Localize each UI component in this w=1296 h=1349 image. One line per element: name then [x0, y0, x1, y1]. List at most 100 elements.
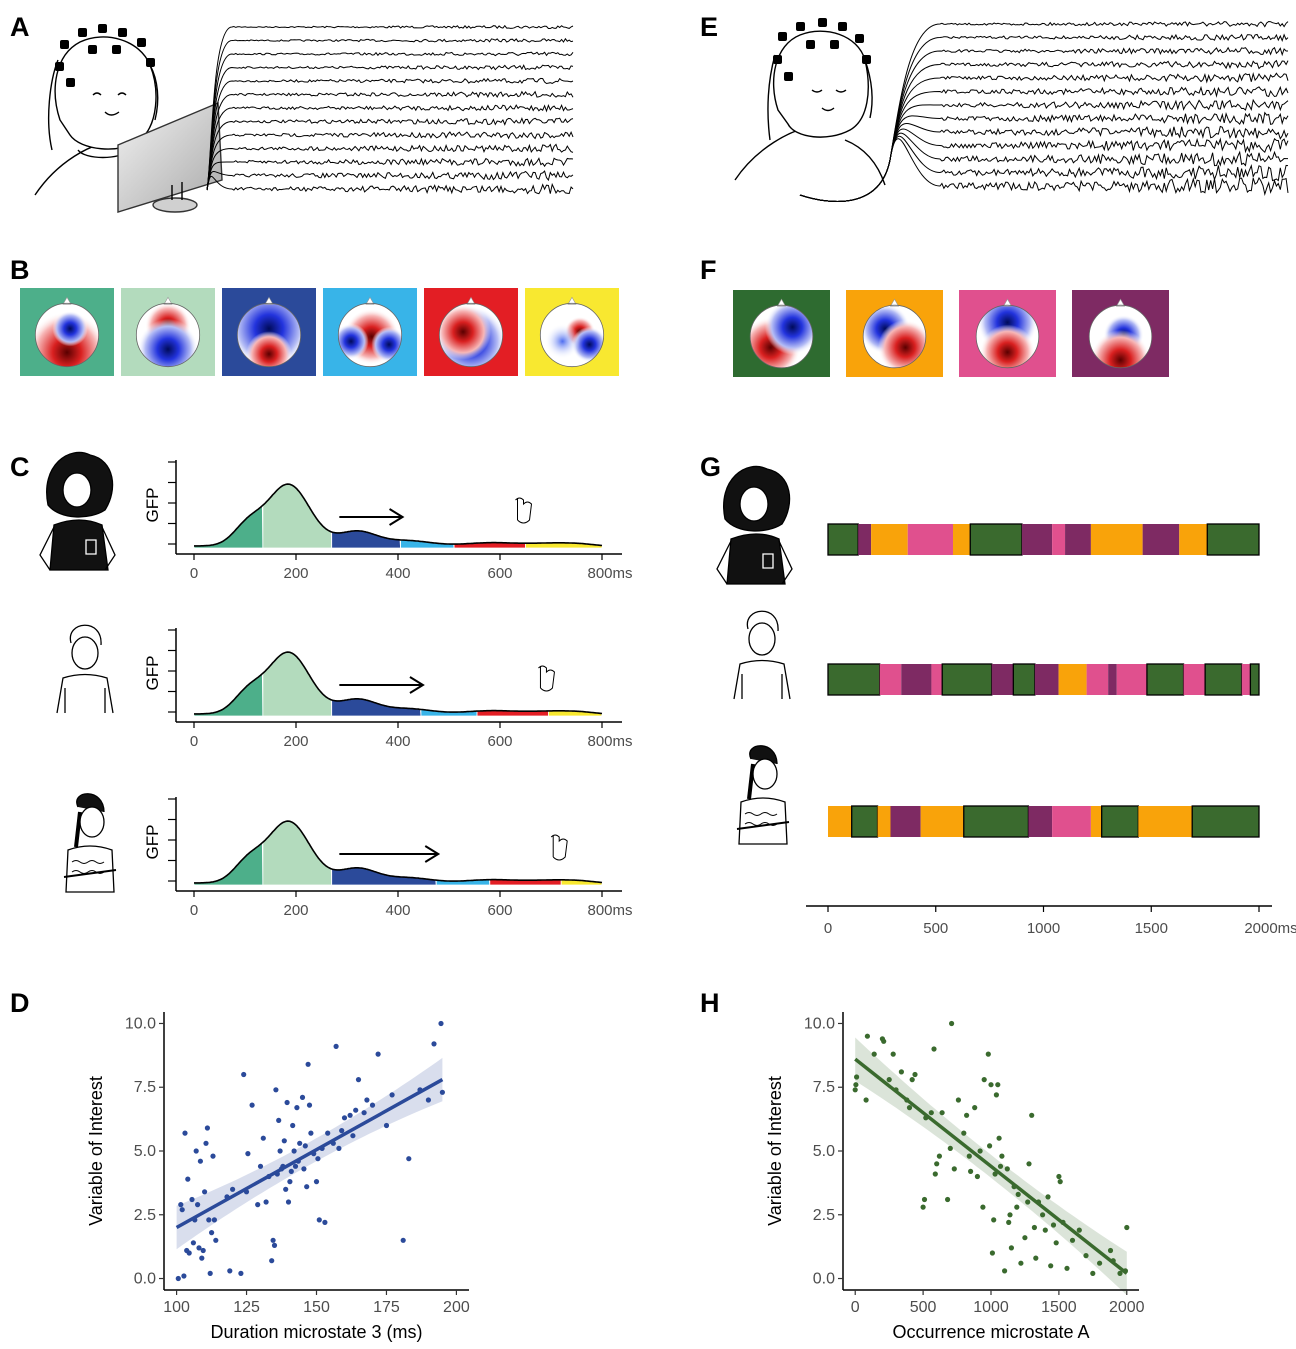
segment-state-a [1204, 663, 1243, 696]
data-point [1002, 1268, 1008, 1274]
eeg-channel-trace [206, 24, 574, 191]
y-tick-label: 0.0 [813, 1271, 835, 1288]
microstate-map-5 [424, 288, 518, 376]
data-point [210, 1153, 216, 1159]
eeg-channel-trace [206, 170, 574, 191]
microstate-map-6 [525, 288, 619, 376]
data-point [966, 1153, 972, 1159]
microstate-map-3 [222, 288, 316, 376]
panel-label-c: C [10, 452, 30, 482]
data-point [964, 1112, 970, 1118]
data-point [369, 1102, 376, 1108]
segment-state-a [827, 663, 881, 696]
eeg-channel-trace [206, 37, 574, 191]
data-point [213, 1237, 219, 1243]
x-tick-label: 200 [283, 565, 308, 582]
segment-state-a [1191, 805, 1260, 838]
nose-icon [264, 296, 274, 305]
erp-microstate-maps [20, 288, 619, 376]
topography-blob [544, 323, 581, 360]
segment-state-a [1249, 663, 1260, 696]
segment-state-b [920, 806, 964, 837]
data-point [304, 1184, 310, 1190]
eeg-channel-trace [799, 138, 1289, 202]
gfp-segment-state-1 [193, 672, 264, 717]
rest-sequence-panel: 0 500 1000 1500 2000ms [716, 465, 1296, 937]
data-point [190, 1240, 196, 1246]
data-point [179, 1207, 185, 1213]
x-tick-label: 0 [824, 920, 832, 937]
data-point [947, 1145, 953, 1151]
braided-hair-person-icon [63, 793, 117, 893]
eeg-traces-task [206, 24, 574, 195]
data-point [336, 1145, 342, 1151]
eeg-channel-trace [799, 85, 1289, 202]
data-point [1007, 1212, 1013, 1218]
eeg-person-monitor-icon [34, 24, 223, 213]
data-point [193, 1148, 199, 1154]
data-point [178, 1202, 184, 1208]
segment-state-a [963, 805, 1030, 838]
nose-icon [1115, 298, 1126, 307]
segment-state-b [871, 524, 908, 555]
nose-icon [163, 296, 173, 305]
data-point [439, 1089, 445, 1095]
data-point [181, 1273, 187, 1279]
data-point [308, 1130, 314, 1136]
data-point [1006, 1219, 1012, 1225]
data-point [195, 1202, 201, 1208]
pointing-hand-icon [515, 497, 533, 524]
data-point [281, 1138, 287, 1144]
segment-state-c [1052, 524, 1066, 555]
segment-state-c [931, 664, 943, 695]
data-point [863, 1097, 869, 1103]
data-point [932, 1171, 938, 1177]
data-point [313, 1179, 320, 1185]
data-point [1090, 1270, 1096, 1276]
eeg-channel-trace [206, 143, 574, 191]
data-point [204, 1125, 210, 1131]
data-point [931, 1046, 937, 1052]
data-point [284, 1099, 290, 1106]
segment-state-b [877, 806, 891, 837]
data-point [1083, 1253, 1089, 1259]
panel-label-a: A [10, 12, 30, 42]
data-point [182, 1130, 188, 1136]
data-point [1069, 1237, 1076, 1243]
y-tick-label: 0.0 [134, 1271, 156, 1288]
y-tick-label: 5.0 [134, 1143, 156, 1160]
eeg-channel-trace [799, 132, 1288, 202]
eeg-channel-trace [799, 72, 1289, 202]
data-point [977, 1148, 983, 1154]
state-sequence-1 [716, 465, 1260, 585]
data-point [297, 1140, 303, 1146]
data-point [200, 1247, 206, 1254]
segment-state-b [1138, 806, 1193, 837]
segment-state-a [851, 805, 879, 838]
x-tick-label: 500 [910, 1299, 937, 1316]
x-tick-label: 400 [385, 733, 410, 750]
segment-state-b [952, 524, 971, 555]
data-point [995, 1082, 1001, 1088]
segment-state-d [1028, 806, 1053, 837]
data-point [1015, 1191, 1021, 1197]
data-point [898, 1069, 905, 1075]
data-point [996, 1135, 1002, 1141]
data-point [189, 1196, 195, 1203]
x-tick-label: 125 [233, 1299, 260, 1316]
segment-state-d [890, 806, 921, 837]
data-point [186, 1250, 192, 1256]
eeg-channel-trace [206, 90, 574, 191]
microstate-map-3 [959, 290, 1056, 377]
curly-hair-person-icon [39, 451, 116, 571]
braided-hair-person-icon [736, 745, 790, 845]
microstate-map-4 [1072, 290, 1169, 377]
panel-label-h: H [700, 988, 720, 1018]
arrow-head [409, 676, 425, 694]
x-tick-label: 0 [851, 1299, 860, 1316]
data-point [1050, 1222, 1057, 1228]
eeg-channel-trace [206, 103, 574, 191]
data-point [1025, 1199, 1031, 1205]
data-point [920, 1204, 926, 1210]
data-point [909, 1077, 915, 1083]
